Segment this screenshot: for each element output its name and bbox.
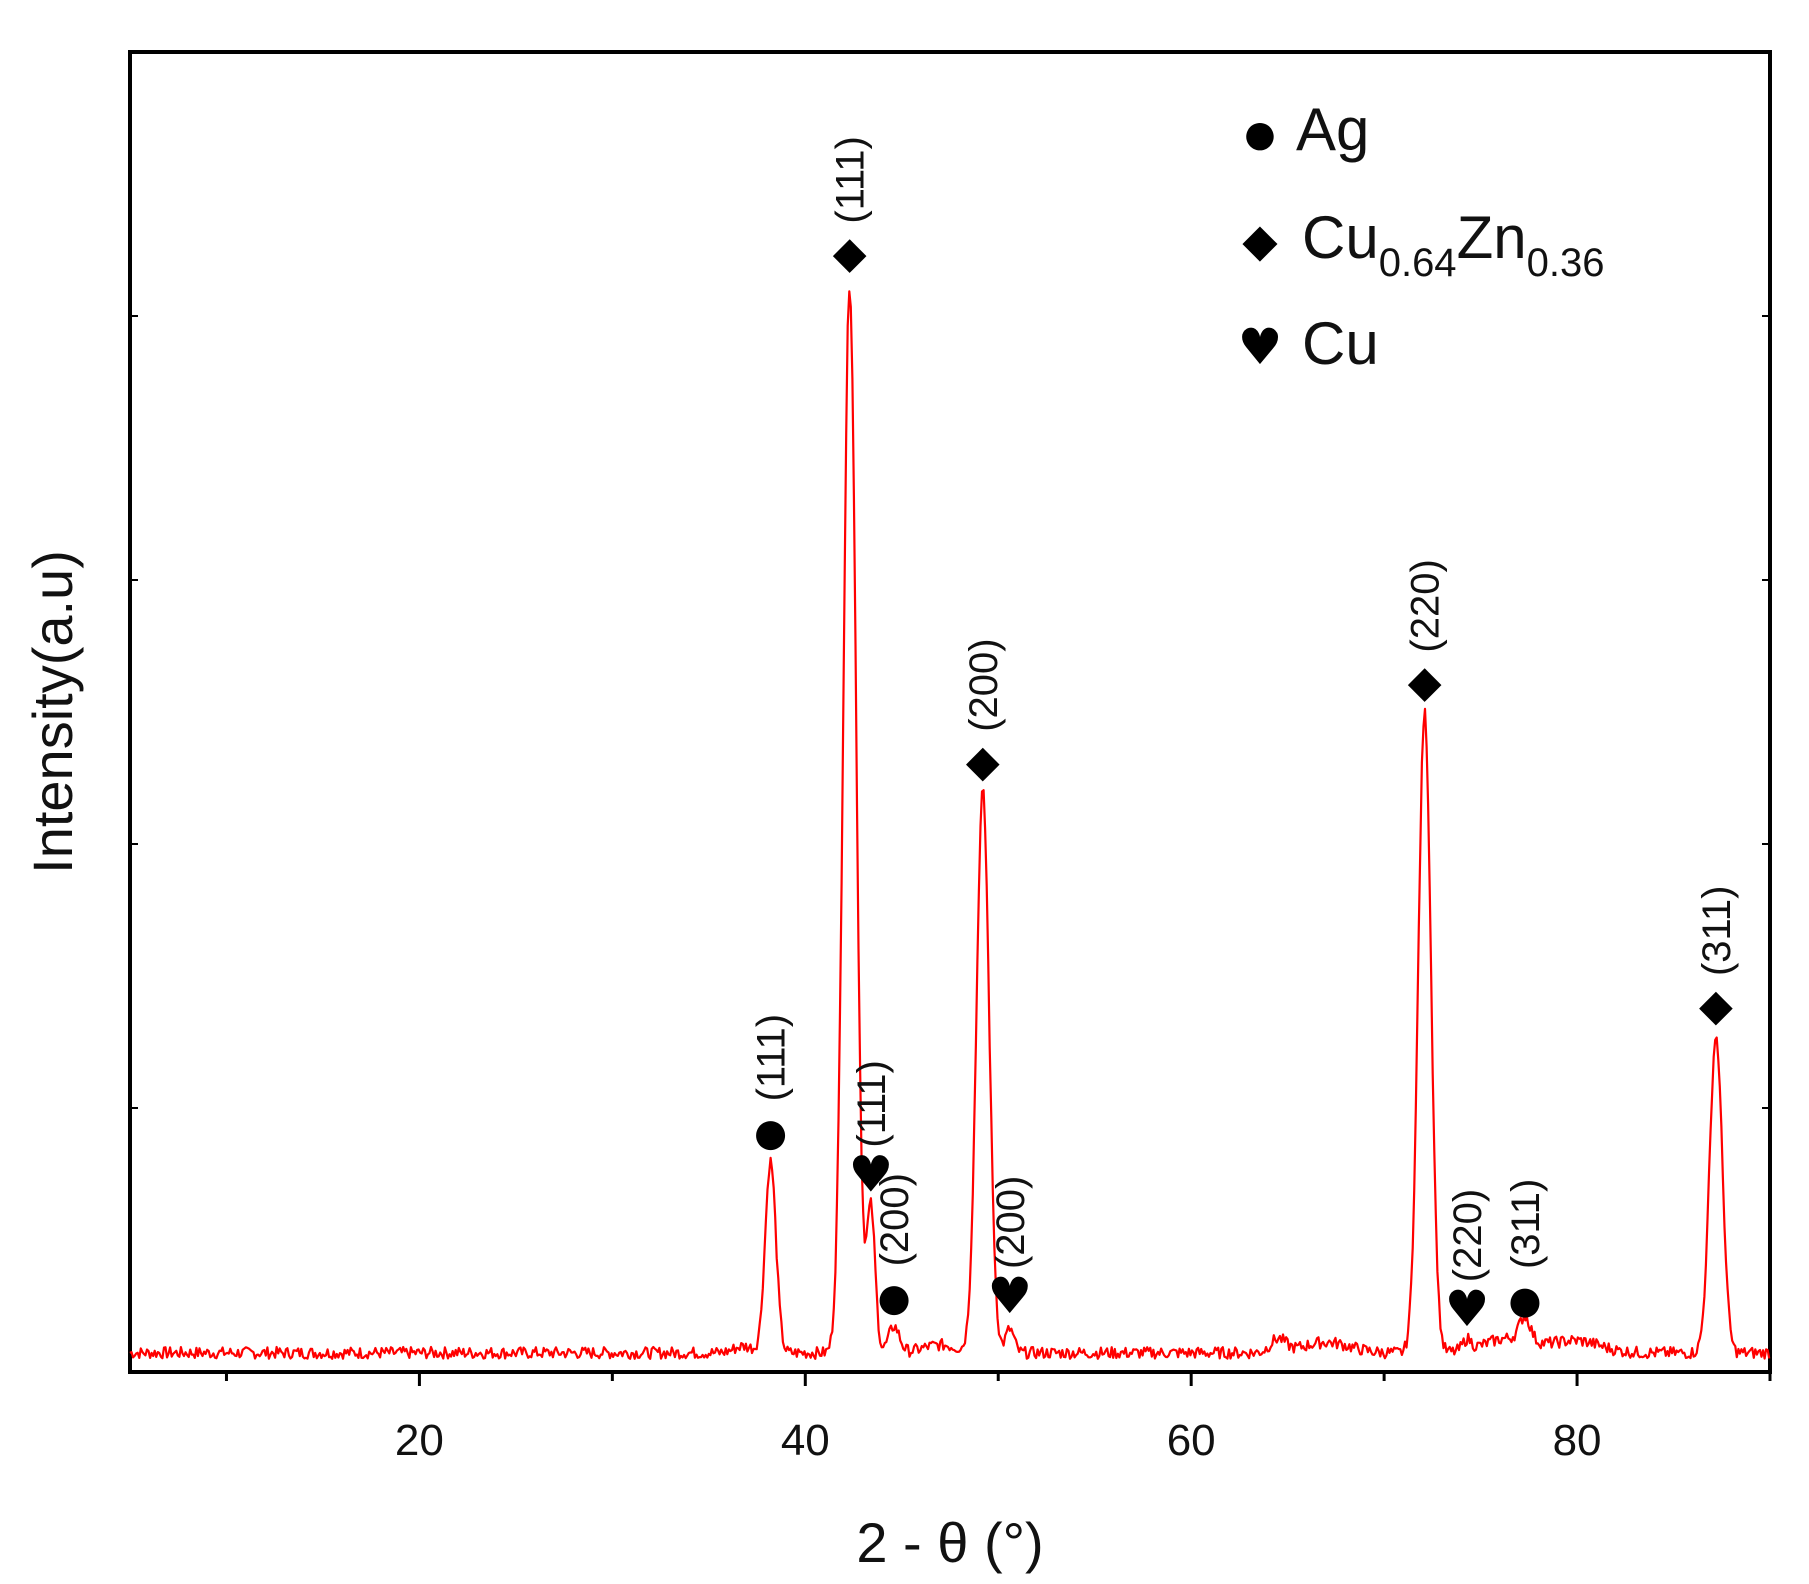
peak-hkl-label-3: (200) bbox=[873, 1173, 917, 1266]
legend-marker-cuzn: ◆ bbox=[1242, 213, 1278, 267]
legend-marker-ag: ● bbox=[1244, 114, 1275, 155]
peak-hkl-label-7: (220) bbox=[1446, 1189, 1490, 1282]
legend-cuzn-sub1: 0.64 bbox=[1379, 241, 1457, 285]
peak-hkl-label-1: (111) bbox=[829, 136, 873, 223]
legend-label-ag: Ag bbox=[1296, 96, 1369, 163]
peak-hkl-label-8: (311) bbox=[1504, 1179, 1548, 1269]
peak-marker-diamond-6: ◆ bbox=[1408, 657, 1442, 708]
peak-marker-circle-3: ● bbox=[877, 1275, 910, 1319]
x-axis-title: 2 - θ (°) bbox=[856, 1511, 1043, 1574]
legend-label-cuzn: Cu0.64Zn0.36 bbox=[1302, 204, 1604, 285]
peak-hkl-label-4: (200) bbox=[962, 638, 1006, 731]
x-axis: 20 40 60 80 bbox=[224, 1372, 1772, 1465]
y-axis bbox=[130, 315, 1770, 1109]
peak-annotations: ●(111)◆(111)♥(111)●(200)◆(200)♥(200)◆(22… bbox=[750, 136, 1739, 1338]
legend-marker-cu: ♥ bbox=[1238, 318, 1283, 376]
x-tick-label: 80 bbox=[1553, 1416, 1602, 1465]
legend-cuzn-sub2: 0.36 bbox=[1527, 241, 1605, 285]
legend-cuzn-cu: Cu bbox=[1302, 204, 1379, 271]
peak-marker-diamond-4: ◆ bbox=[966, 736, 1000, 787]
plot-frame bbox=[128, 50, 1772, 1374]
x-tick-label: 40 bbox=[781, 1416, 830, 1465]
y-axis-title: Intensity(a.u) bbox=[21, 550, 84, 874]
xrd-pattern-line bbox=[129, 290, 1771, 1360]
legend-cuzn-zn: Zn bbox=[1457, 204, 1527, 271]
peak-hkl-label-0: (111) bbox=[750, 1014, 794, 1101]
peak-hkl-label-6: (220) bbox=[1404, 559, 1448, 652]
peak-marker-diamond-9: ◆ bbox=[1699, 980, 1733, 1031]
peak-hkl-label-5: (200) bbox=[989, 1176, 1033, 1269]
peak-marker-heart-5: ♥ bbox=[987, 1267, 1032, 1325]
peak-marker-heart-2: ♥ bbox=[848, 1146, 893, 1204]
peak-hkl-label-2: (111) bbox=[850, 1060, 894, 1147]
legend-label-cu: Cu bbox=[1302, 310, 1379, 377]
legend: ● Ag ◆ Cu0.64Zn0.36 ♥ Cu bbox=[1238, 96, 1605, 377]
peak-hkl-label-9: (311) bbox=[1695, 886, 1739, 976]
x-tick-label: 20 bbox=[395, 1416, 444, 1465]
x-tick-label: 60 bbox=[1167, 1416, 1216, 1465]
peak-marker-circle-8: ● bbox=[1508, 1278, 1541, 1322]
peak-marker-circle-0: ● bbox=[754, 1110, 787, 1154]
peak-marker-heart-7: ♥ bbox=[1445, 1280, 1490, 1338]
peak-marker-diamond-1: ◆ bbox=[833, 228, 867, 279]
